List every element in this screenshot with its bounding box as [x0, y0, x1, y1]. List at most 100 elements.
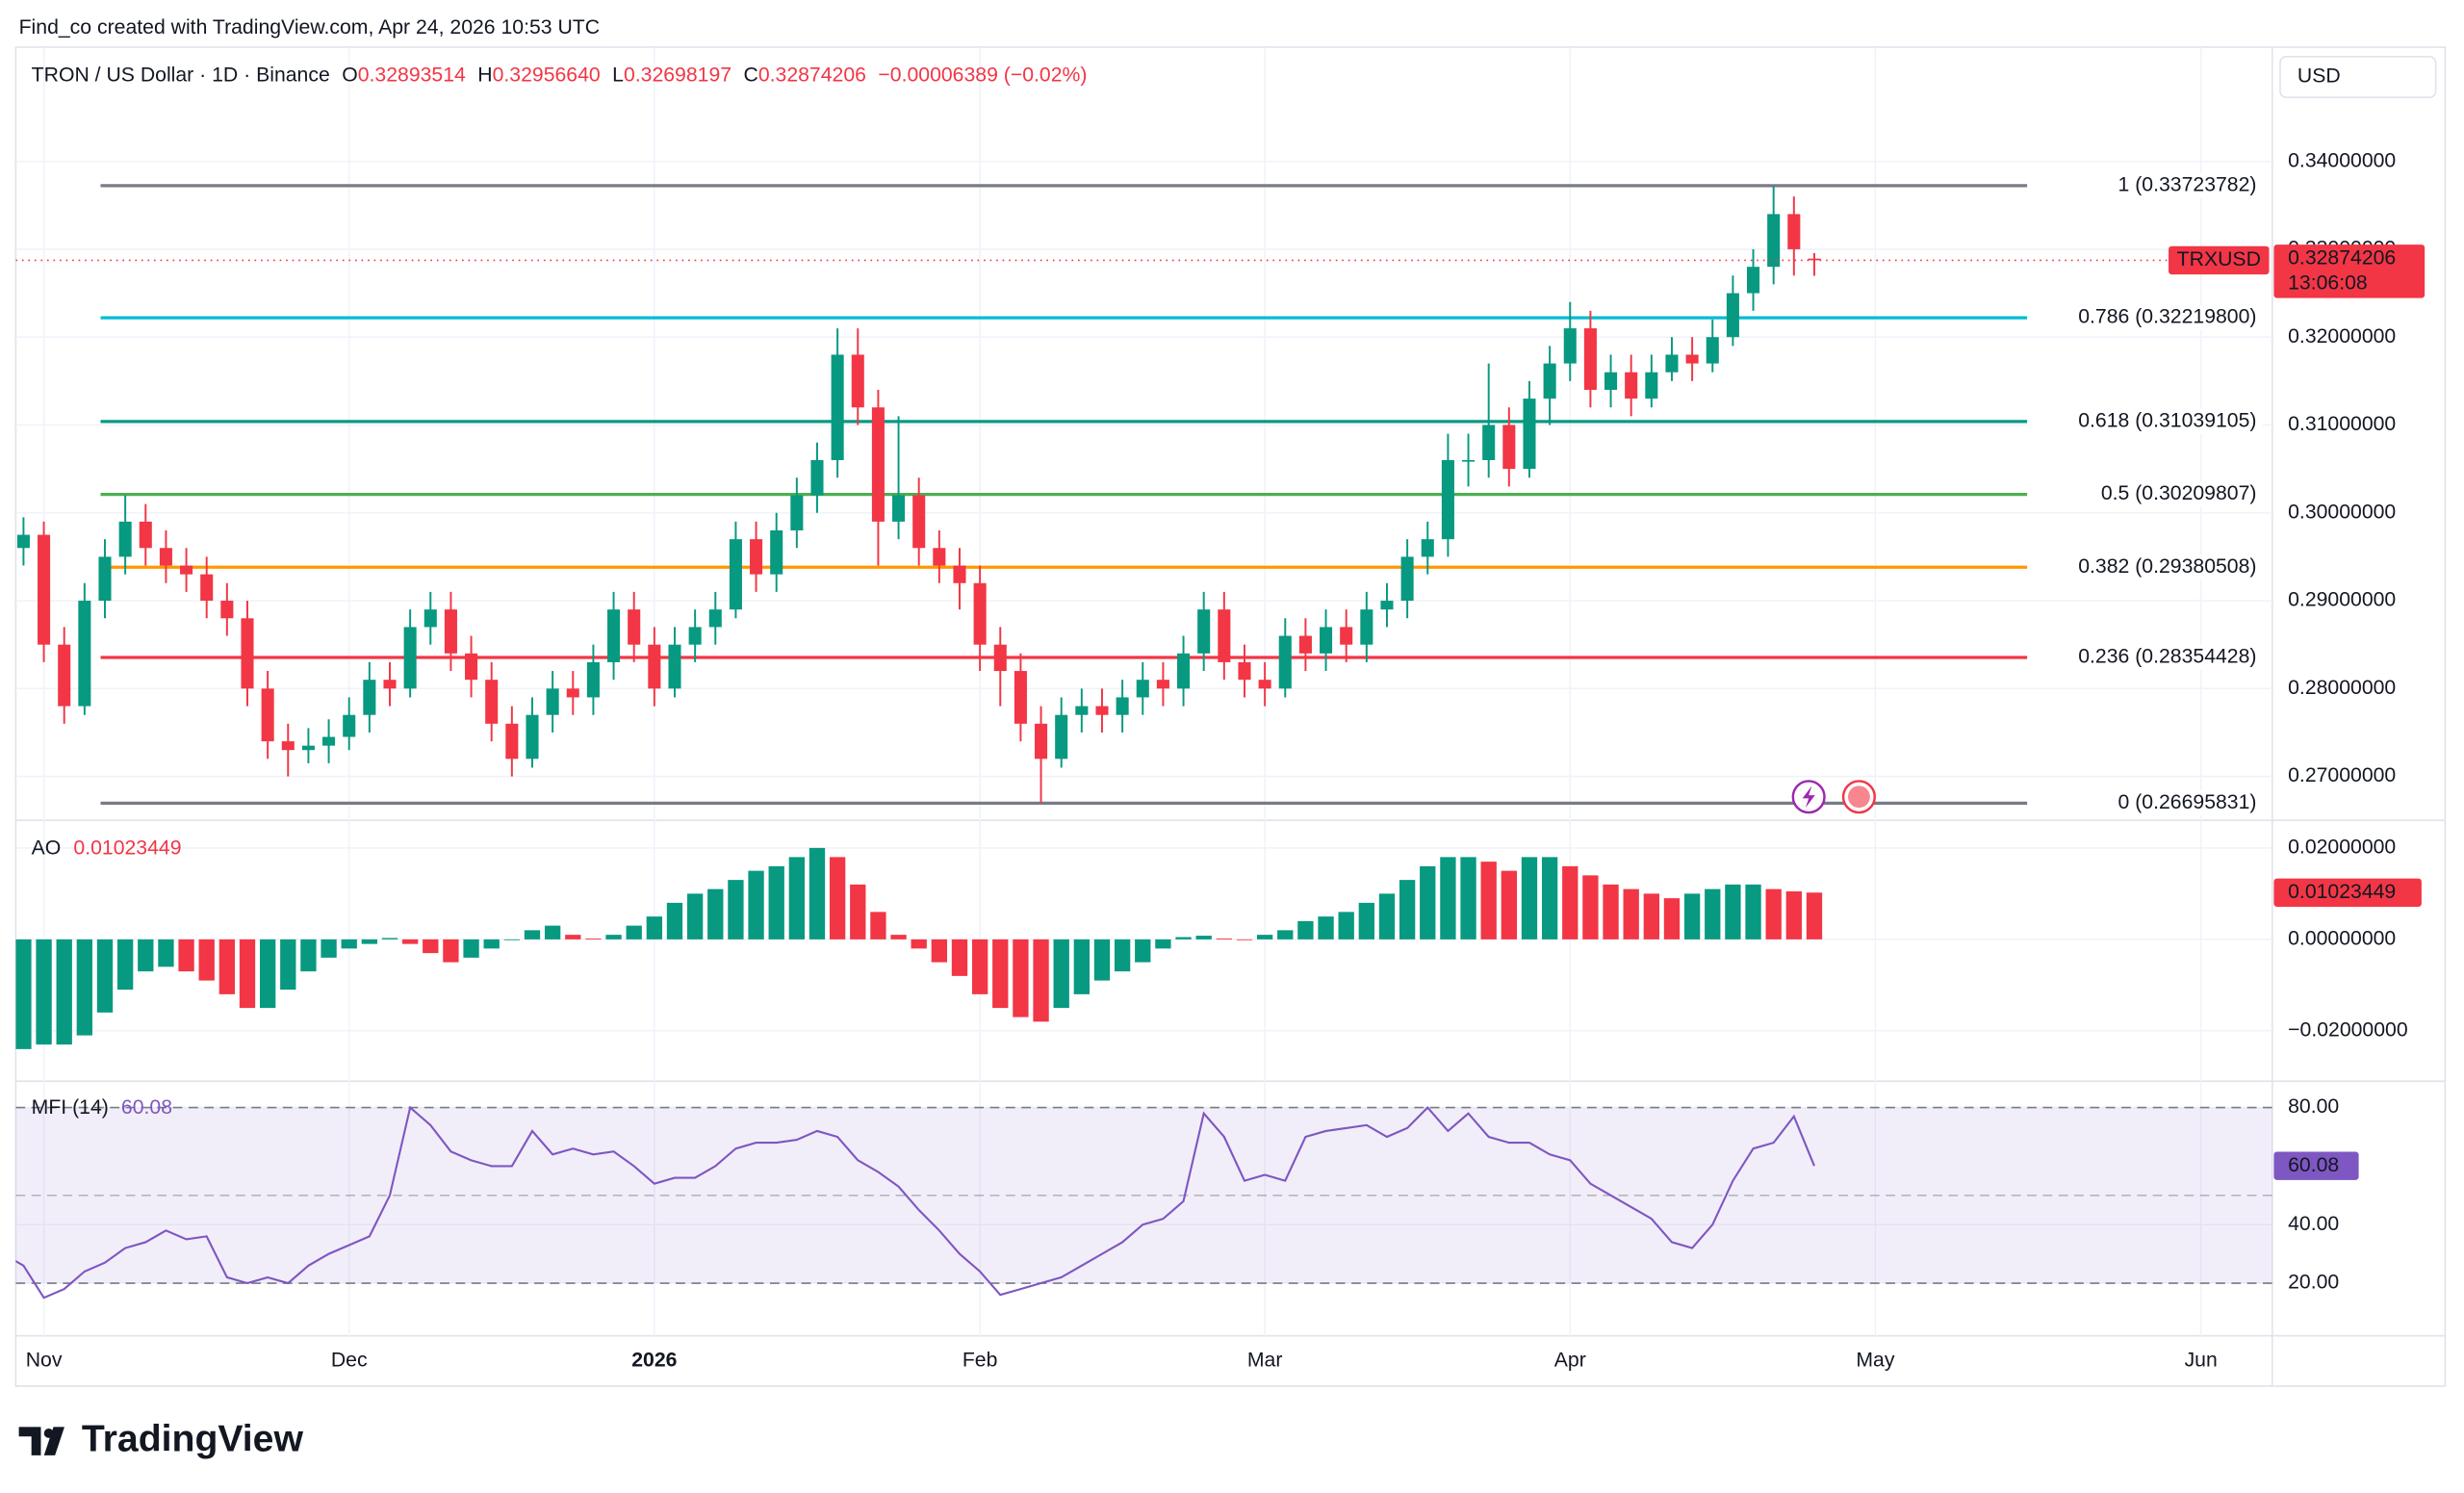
last-price-label: 0.32874206	[2288, 246, 2396, 269]
candle-body	[383, 680, 397, 689]
ao-bar	[1562, 865, 1578, 940]
candle-body	[1706, 337, 1719, 364]
ao-bar	[646, 916, 663, 940]
fib-label: 0.786 (0.32219800)	[2078, 306, 2256, 328]
mfi-value: 60.08	[121, 1096, 172, 1119]
ao-bar	[381, 938, 398, 940]
ao-bar	[96, 939, 114, 1013]
ao-bar	[1683, 893, 1701, 940]
fib-label-bg	[2027, 172, 2264, 198]
symbol-label: TRXUSD	[2177, 248, 2261, 270]
ao-bar	[951, 939, 968, 976]
candle-body	[1400, 556, 1414, 602]
candle-body	[261, 688, 274, 742]
candle-body	[58, 644, 71, 707]
x-tick-label: 2026	[631, 1349, 677, 1371]
ao-bar	[829, 857, 846, 940]
ao-bar	[1378, 893, 1396, 940]
ao-bar	[116, 939, 134, 991]
candle-body	[526, 714, 539, 759]
y-tick-label: 0.31000000	[2288, 413, 2396, 435]
ao-bar	[666, 902, 683, 940]
symbol-title: TRON / US Dollar · 1D · Binance	[32, 64, 330, 86]
y-tick-label: 0.27000000	[2288, 764, 2396, 786]
candle-body	[444, 609, 457, 654]
ao-bar	[423, 939, 439, 954]
candle-body	[139, 521, 152, 549]
x-tick-label: Nov	[26, 1349, 63, 1371]
candle-body	[688, 627, 702, 645]
candle-body	[1035, 723, 1048, 759]
candle-body	[1380, 601, 1394, 610]
ao-bar	[1785, 890, 1802, 940]
candle-body	[1767, 214, 1781, 268]
candle-body	[1156, 680, 1169, 689]
candle-body	[159, 548, 172, 566]
candle-body	[933, 548, 946, 566]
candle-body	[1278, 635, 1292, 689]
readout-value: 0.32893514	[358, 64, 466, 86]
ao-value: 0.01023449	[73, 837, 181, 859]
ao-bar	[1338, 912, 1354, 940]
ao-bar	[1175, 937, 1192, 940]
candle-body	[1482, 425, 1496, 460]
ao-bar	[138, 939, 154, 972]
mfi-title: MFI (14) 60.08	[32, 1096, 172, 1119]
y-tick-label: 80.00	[2288, 1095, 2339, 1118]
ao-bar	[686, 893, 704, 940]
ao-bar	[1745, 884, 1761, 940]
y-tick-label: 0.02000000	[2288, 836, 2396, 858]
ao-bar	[1073, 939, 1091, 994]
ao-bar	[1541, 857, 1558, 940]
ao-bar	[300, 939, 317, 972]
ao-bar	[890, 935, 907, 940]
candle-body	[1543, 363, 1556, 399]
candle-body	[1502, 425, 1516, 470]
ao-title: AO 0.01023449	[32, 837, 182, 859]
candle-body	[912, 495, 926, 549]
ao-bar	[158, 939, 174, 967]
ao-bar	[1155, 939, 1171, 949]
logo-text: TradingView	[82, 1418, 304, 1459]
candle-body	[1116, 697, 1129, 715]
ao-bar	[361, 939, 378, 944]
ao-bar	[992, 939, 1009, 1009]
candle-body	[1747, 267, 1760, 294]
currency-box[interactable]	[2279, 55, 2437, 99]
candle-body	[1645, 372, 1658, 399]
mfi-band	[15, 1107, 2272, 1284]
candle-body	[851, 354, 864, 408]
candle-body	[98, 556, 112, 602]
ao-bar	[239, 939, 256, 1009]
y-tick-label: 0.32000000	[2288, 325, 2396, 348]
candle-body	[1685, 354, 1699, 364]
y-tick-label: 0.28000000	[2288, 677, 2396, 699]
change: −0.00006389 (−0.02%)	[878, 64, 1087, 86]
candle-body	[750, 539, 763, 575]
currency[interactable]: USD	[2297, 65, 2341, 88]
ao-bar	[1725, 884, 1741, 940]
ao-bar	[1053, 939, 1069, 1009]
candle-body	[1218, 609, 1231, 662]
candle-body	[180, 565, 193, 575]
candle-body	[1298, 635, 1312, 654]
ao-bar	[524, 930, 541, 940]
candle-body	[241, 618, 254, 689]
candle-body	[1808, 258, 1821, 261]
candle-body	[281, 741, 295, 751]
ao-bar	[768, 865, 784, 940]
frame	[14, 46, 2447, 1387]
candle-body	[1095, 706, 1109, 715]
ao-bar	[178, 939, 194, 972]
x-tick-label: Apr	[1554, 1349, 1586, 1371]
candle-body	[465, 653, 478, 681]
candle-body	[1523, 399, 1536, 470]
ao-bar	[1318, 916, 1334, 940]
ao-bar	[1114, 939, 1131, 972]
mfi-name: MFI (14)	[32, 1096, 109, 1119]
candle-body	[586, 661, 600, 698]
ao-value-label: 0.01023449	[2288, 881, 2396, 903]
candle-body	[1441, 459, 1454, 540]
ao-bar	[1135, 939, 1151, 963]
candle-body	[1197, 609, 1211, 654]
